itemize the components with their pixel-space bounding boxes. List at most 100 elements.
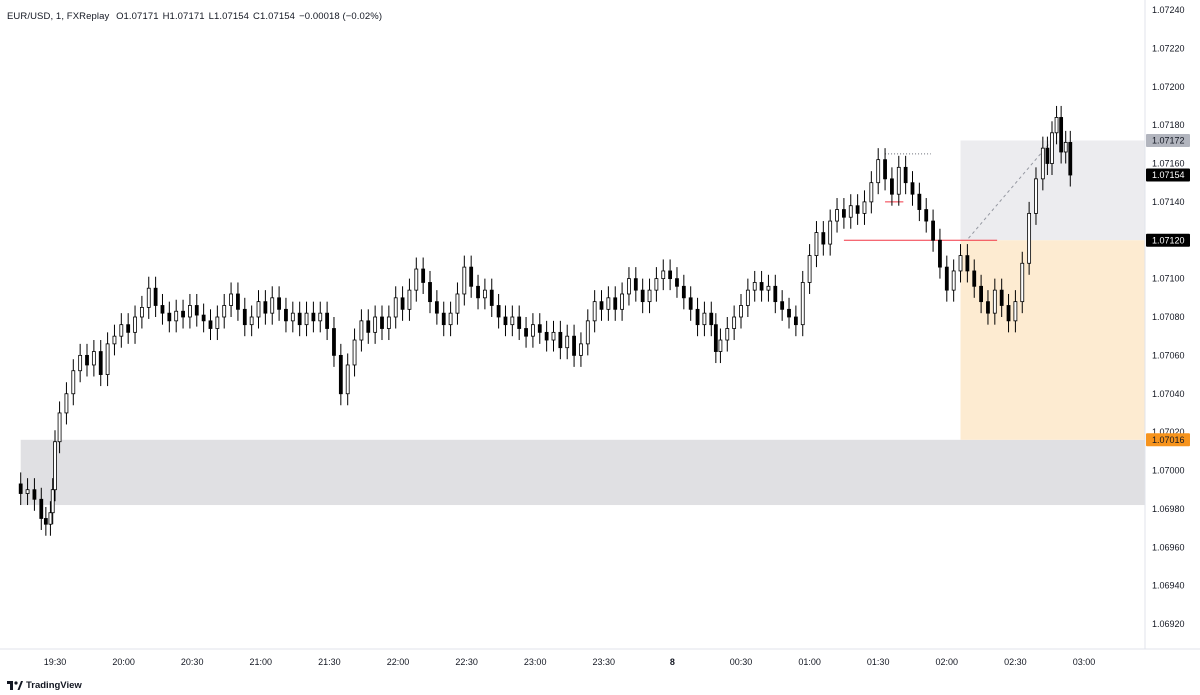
candle[interactable] [814,221,819,268]
candle[interactable] [709,301,714,337]
candle[interactable] [98,340,103,387]
candle[interactable] [1054,105,1059,145]
candle[interactable] [503,305,508,337]
candle[interactable] [242,297,247,337]
candle[interactable] [78,343,83,383]
candle[interactable] [992,278,997,325]
candle[interactable] [181,299,185,329]
candle[interactable] [1063,130,1068,164]
candle[interactable] [647,278,652,314]
legend-symbol[interactable]: EUR/USD, 1, FXReplay [7,11,110,22]
candle[interactable] [745,278,750,317]
candle[interactable] [972,259,977,298]
candle[interactable] [380,305,384,341]
candle[interactable] [780,290,785,321]
candle[interactable] [1068,130,1073,187]
candle[interactable] [938,228,942,279]
candle[interactable] [434,290,439,325]
candle[interactable] [249,305,254,337]
candle[interactable] [910,171,915,206]
candle[interactable] [476,274,480,310]
candle[interactable] [862,190,867,225]
candle[interactable] [544,320,549,352]
candle[interactable] [407,278,412,321]
candle[interactable] [565,324,570,360]
candle[interactable] [1050,121,1054,176]
candle[interactable] [958,244,963,283]
candle[interactable] [1045,136,1050,176]
candle[interactable] [759,270,764,302]
candle[interactable] [1059,105,1064,164]
candle[interactable] [681,274,686,310]
candle[interactable] [64,382,69,425]
candle[interactable] [455,282,460,325]
candle[interactable] [290,301,295,333]
candle[interactable] [732,305,737,341]
candle[interactable] [924,198,929,233]
candle[interactable] [71,359,76,406]
candle[interactable] [558,320,563,360]
candle[interactable] [414,257,419,302]
candle[interactable] [208,309,213,341]
candle[interactable] [951,259,956,302]
candle[interactable] [318,301,323,333]
zone-stop[interactable] [960,240,1145,440]
candle[interactable] [917,182,922,222]
candle[interactable] [1034,167,1038,225]
price-tag-black[interactable]: 1.07120 [1146,233,1190,247]
candle[interactable] [462,255,467,306]
candle[interactable] [944,255,949,302]
candle[interactable] [277,286,281,321]
candle[interactable] [510,305,515,337]
candle[interactable] [112,324,117,356]
candle[interactable] [304,301,309,337]
candle[interactable] [428,270,432,314]
candle[interactable] [1040,136,1045,191]
candle[interactable] [236,282,240,321]
candle[interactable] [53,430,57,502]
candle[interactable] [828,209,833,256]
candle[interactable] [32,478,37,511]
candle[interactable] [194,293,199,327]
candle[interactable] [876,148,881,195]
candle[interactable] [661,259,666,291]
candle[interactable] [979,274,983,314]
candle[interactable] [48,501,53,536]
candle[interactable] [174,299,179,333]
candle[interactable] [848,194,853,229]
candle[interactable] [883,148,887,191]
candle[interactable] [133,305,137,344]
candle[interactable] [986,290,990,325]
candle[interactable] [332,317,336,367]
candle[interactable] [448,301,453,337]
candle[interactable] [524,317,528,348]
candle[interactable] [421,257,426,294]
candle[interactable] [393,286,398,329]
candle[interactable] [869,171,874,214]
candle[interactable] [1027,201,1032,275]
candle[interactable] [153,276,158,317]
candle[interactable] [50,478,55,525]
candle[interactable] [139,295,144,329]
candle[interactable] [821,221,826,256]
candle[interactable] [201,303,206,333]
candle[interactable] [489,278,494,317]
candle[interactable] [338,343,343,406]
candle[interactable] [718,328,723,364]
candle[interactable] [654,267,659,302]
candle[interactable] [713,313,718,364]
candle[interactable] [105,332,110,387]
candle[interactable] [807,244,812,294]
candle[interactable] [126,313,131,344]
candle[interactable] [400,286,405,321]
candle[interactable] [999,278,1004,317]
candle[interactable] [695,297,700,337]
candle[interactable] [482,278,487,310]
candle[interactable] [25,478,30,506]
candle[interactable] [311,301,316,333]
candle[interactable] [43,506,48,536]
candle[interactable] [668,259,673,291]
candle[interactable] [613,286,618,321]
price-tag-grey[interactable]: 1.07172 [1146,133,1190,147]
